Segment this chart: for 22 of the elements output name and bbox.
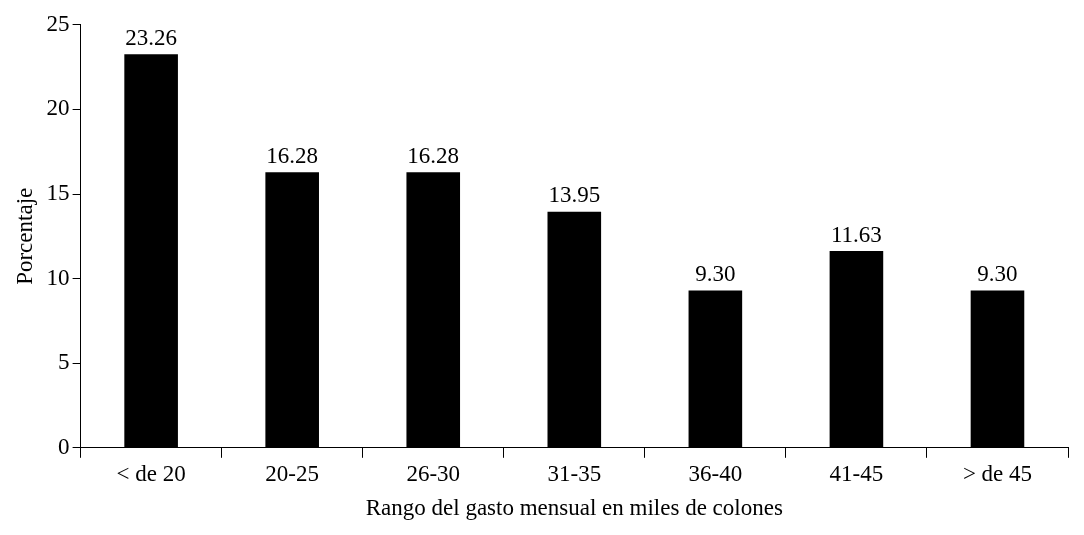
x-tick-label: 31-35 — [547, 460, 602, 486]
y-tick-label: 10 — [46, 264, 70, 290]
x-tick-label: < de 20 — [116, 460, 186, 486]
y-axis-title: Porcentaje — [11, 187, 37, 285]
x-tick-label: 41-45 — [829, 460, 884, 486]
data-label: 9.30 — [977, 260, 1018, 286]
x-tick-label: > de 45 — [962, 460, 1033, 486]
y-tick-label: 15 — [46, 180, 70, 206]
data-label: 9.30 — [695, 260, 736, 286]
data-label: 16.28 — [407, 142, 460, 168]
x-tick-label: 36-40 — [688, 460, 743, 486]
data-label: 16.28 — [266, 142, 319, 168]
y-tick-label: 0 — [58, 433, 70, 459]
data-label: 13.95 — [548, 182, 601, 208]
x-axis-title: Rango del gasto mensual en miles de colones — [365, 495, 783, 521]
y-tick-label: 25 — [46, 10, 70, 36]
data-label: 23.26 — [125, 24, 177, 50]
x-tick-label: 20-25 — [265, 460, 320, 486]
x-tick-label: 26-30 — [406, 460, 461, 486]
data-label: 11.63 — [830, 221, 882, 247]
y-tick-label: 5 — [58, 349, 70, 375]
y-tick-label: 20 — [46, 95, 70, 121]
